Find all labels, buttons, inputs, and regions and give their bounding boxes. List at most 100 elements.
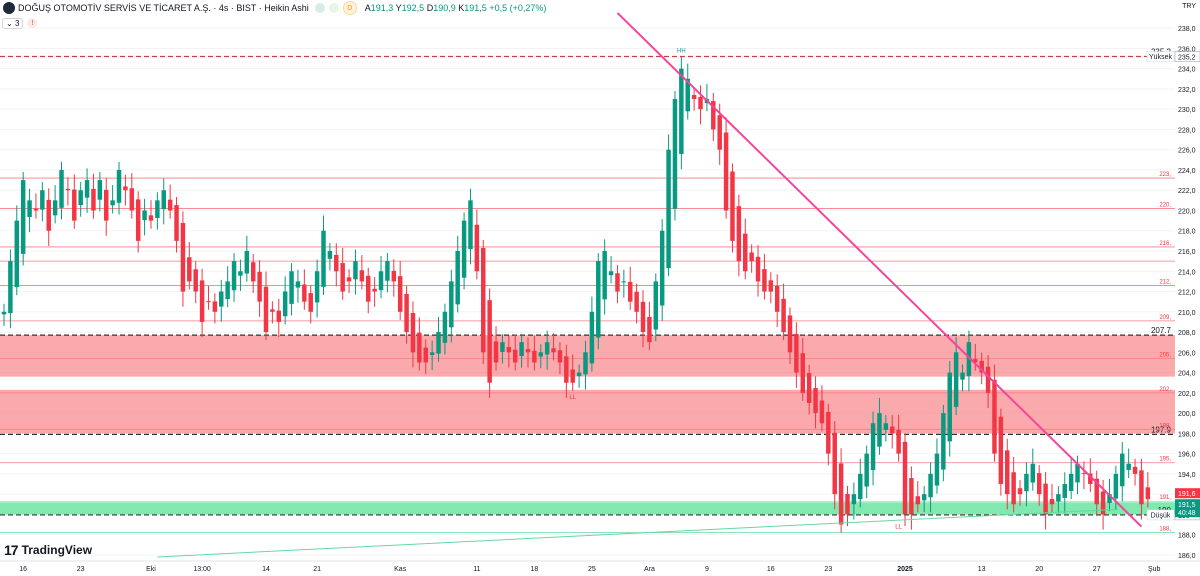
zone-rect [0, 502, 1175, 515]
candle-body [781, 298, 786, 333]
level-label: 209, [1159, 315, 1171, 321]
candle-body [1036, 473, 1042, 495]
candle-body [27, 200, 32, 217]
candle-body [557, 350, 563, 363]
candle-body [506, 347, 512, 353]
candle-body [481, 248, 486, 353]
x-tick-label: Kas [394, 566, 407, 573]
symbol-title[interactable]: DOĞUŞ OTOMOTİV SERVİS VE TİCARET A.Ş. · … [18, 3, 309, 13]
candle-body [365, 275, 371, 302]
indicator-bar: ⌄ 3 ! [2, 17, 38, 29]
x-tick-label: 16 [767, 566, 775, 573]
x-tick-label: 20 [1035, 566, 1043, 573]
candle-body [985, 366, 991, 393]
delay-badge[interactable]: D [342, 1, 357, 15]
candle-body [909, 478, 914, 515]
candle-body [244, 251, 250, 274]
price-tag [1175, 488, 1200, 499]
y-tick-label: 196,0 [1178, 452, 1196, 459]
candle-body [941, 413, 946, 470]
candle-body [468, 200, 473, 250]
candle-body [250, 262, 256, 282]
y-tick-label: 188,0 [1178, 533, 1196, 540]
candle-body [1005, 450, 1010, 495]
currency-label[interactable]: TRY [1182, 3, 1196, 10]
axis-level-text: 235,2 [1178, 54, 1196, 61]
candle-body [487, 300, 492, 383]
level-label: 223, [1159, 172, 1171, 178]
candle-body [666, 149, 671, 269]
pivot-label: LL [569, 395, 576, 401]
y-tick-label: 194,0 [1178, 472, 1196, 479]
candle-body [966, 342, 972, 377]
x-tick-label: 11 [473, 566, 480, 573]
y-tick-label: 230,0 [1178, 107, 1196, 114]
candle-body [187, 257, 192, 282]
candle-body [1017, 488, 1023, 495]
level-label: 197.9 [1151, 425, 1172, 434]
candle-body [679, 68, 684, 154]
candle-body [359, 270, 365, 282]
candle-body [282, 291, 288, 317]
x-tick-label: 9 [705, 566, 709, 573]
candle-body [973, 359, 978, 363]
candle-body [436, 332, 441, 354]
y-tick-label: 236,0 [1178, 46, 1196, 53]
candle-body [225, 281, 230, 300]
candle-body [404, 293, 409, 333]
candle-body [1088, 473, 1093, 485]
candle-body [685, 78, 690, 112]
y-tick-label: 218,0 [1178, 229, 1196, 236]
candle-body [295, 281, 301, 288]
level-label: 195, [1159, 457, 1171, 463]
candle-body [129, 188, 135, 211]
price-axis [1175, 0, 1200, 576]
candle-body [193, 269, 198, 292]
candle-body [838, 463, 844, 525]
tradingview-logo[interactable]: 17 TradingView [4, 542, 93, 558]
indicators-toggle[interactable]: ⌄ 3 [2, 17, 24, 29]
candle-body [1132, 466, 1138, 474]
candle-body [512, 349, 518, 363]
candle-body [858, 473, 863, 500]
y-tick-label: 202,0 [1178, 391, 1196, 398]
candle-body [46, 199, 51, 231]
y-tick-label: 232,0 [1178, 87, 1196, 94]
price-tag-text: 191,5 [1178, 502, 1196, 509]
candle-body [308, 293, 313, 312]
warning-icon[interactable]: ! [27, 18, 38, 28]
candle-body [97, 180, 103, 200]
candle-body [20, 180, 26, 254]
candle-body [551, 348, 556, 353]
candle-body [960, 372, 965, 380]
y-tick-label: 216,0 [1178, 249, 1196, 256]
level-tag [1146, 51, 1175, 62]
candle-body [353, 261, 358, 280]
candle-body [583, 352, 588, 375]
candle-body [148, 215, 154, 221]
candle-body [206, 301, 211, 303]
candle-body [711, 101, 716, 130]
candle-body [883, 423, 889, 430]
candle-body [78, 190, 83, 206]
y-tick-label: 212,0 [1178, 290, 1196, 297]
candle-body [826, 411, 831, 454]
candle-body [998, 416, 1004, 485]
candle-body [449, 281, 454, 328]
candle-body [135, 199, 141, 241]
candle-body [40, 190, 45, 210]
candle-body [104, 189, 109, 221]
zone-rect [0, 389, 1175, 434]
candle-body [647, 316, 652, 343]
candle-body [1113, 473, 1119, 499]
price-tag [1175, 499, 1200, 518]
ohlc-values: A191,3 Y192,5 D190,9 K191,5 +0,5 (+0,27%… [364, 3, 547, 13]
candle-body [743, 233, 748, 272]
x-tick-label: 23 [824, 566, 832, 573]
candle-body [123, 186, 128, 191]
y-tick-label: 186,0 [1178, 553, 1196, 560]
candle-body [1081, 473, 1087, 475]
price-tag-text: 191,6 [1178, 491, 1196, 498]
candle-body [474, 224, 480, 272]
